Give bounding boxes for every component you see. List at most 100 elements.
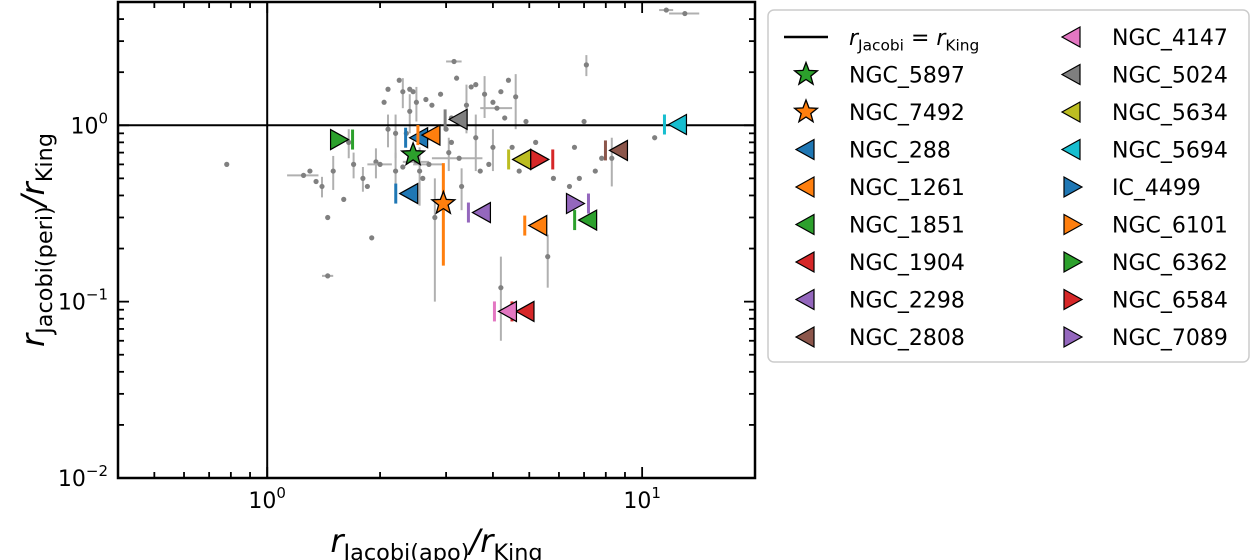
background-point: [545, 254, 551, 260]
background-point: [481, 91, 488, 97]
background-point: [571, 144, 578, 150]
background-point: [313, 178, 319, 185]
highlighted-clusters: [329, 108, 688, 323]
background-point: [490, 144, 496, 150]
background-point: [502, 115, 508, 121]
legend-swatch-NGC_6362: [1063, 250, 1084, 274]
legend-swatch-NGC_5897: [792, 60, 820, 86]
background-point: [566, 183, 573, 190]
legend-swatch-NGC_288: [794, 138, 815, 161]
legend-swatch-NGC_2298: [794, 288, 815, 311]
point-NGC_2808: [608, 139, 629, 162]
legend-label-NGC_5024: NGC_5024: [1112, 64, 1228, 89]
point-NGC_1261: [527, 214, 548, 237]
background-point: [373, 159, 379, 165]
background-point: [300, 172, 307, 178]
legend-swatch-NGC_2808: [794, 325, 815, 349]
axis-labels: rJacobi(apo)/rKing rJacobi(peri)/rKing: [14, 133, 543, 560]
point-NGC_6584: [530, 148, 550, 171]
background-point: [682, 10, 688, 17]
legend-label-NGC_7492: NGC_7492: [849, 101, 965, 126]
point-NGC_2298: [471, 201, 492, 224]
point-NGC_5897: [399, 140, 427, 166]
background-point: [498, 285, 504, 291]
legend-label-NGC_5694: NGC_5694: [1112, 139, 1228, 164]
background-point: [509, 144, 515, 150]
y-tick-label: 10−1: [58, 286, 108, 316]
background-point: [581, 118, 587, 125]
background-point: [341, 196, 347, 202]
legend-label-NGC_1261: NGC_1261: [849, 176, 965, 201]
background-point: [473, 82, 479, 88]
background-point: [437, 91, 444, 97]
background-point: [330, 168, 336, 174]
point-NGC_1261: [420, 124, 441, 147]
point-NGC_7089: [565, 192, 586, 215]
background-point: [420, 175, 426, 181]
background-point: [459, 183, 465, 190]
x-tick-label: 100: [248, 484, 286, 514]
background-point: [364, 183, 370, 190]
background-point: [319, 183, 325, 190]
background-point: [432, 214, 438, 221]
background-point: [599, 155, 605, 161]
background-point: [609, 155, 615, 161]
background-point: [381, 99, 387, 105]
legend-label-reference: rJacobi = rKing: [849, 26, 979, 55]
background-point: [351, 161, 357, 167]
background-point: [410, 89, 416, 95]
background-point: [429, 102, 435, 108]
background-point: [663, 7, 669, 13]
background-point: [396, 77, 402, 83]
background-point: [533, 139, 539, 145]
background-point: [385, 126, 391, 132]
background-point: [453, 75, 460, 81]
x-tick-label: 101: [623, 484, 661, 514]
point-NGC_5024: [447, 108, 468, 131]
legend-label-NGC_5897: NGC_5897: [849, 64, 965, 89]
axis-ticks: 100 101 10−2 10−1 100: [58, 1, 756, 514]
background-point: [426, 161, 432, 167]
background-point: [451, 58, 457, 65]
background-point: [516, 168, 522, 174]
background-point: [468, 84, 474, 90]
legend-label-NGC_6584: NGC_6584: [1112, 289, 1228, 314]
background-point: [477, 168, 483, 174]
background-point: [413, 99, 420, 105]
legend-label-NGC_1904: NGC_1904: [849, 251, 965, 276]
legend-label-NGC_7089: NGC_7089: [1112, 326, 1228, 351]
background-point: [463, 102, 470, 108]
legend-swatch-NGC_7492: [792, 98, 820, 124]
background-point: [652, 135, 658, 141]
background-point: [592, 168, 598, 174]
legend-label-NGC_4147: NGC_4147: [1112, 26, 1228, 51]
reference-lines: [118, 2, 755, 478]
background-point: [224, 161, 230, 167]
background-point: [407, 108, 413, 114]
point-NGC_288: [398, 182, 419, 205]
legend-swatch-NGC_5694: [1060, 138, 1081, 161]
legend-label-NGC_1851: NGC_1851: [849, 214, 965, 239]
y-axis-label-group: rJacobi(peri)/rKing: [14, 133, 58, 347]
background-point: [490, 99, 496, 105]
background-point: [392, 130, 399, 136]
background-point: [505, 77, 512, 83]
legend-swatch-NGC_5634: [1060, 100, 1081, 124]
background-point: [400, 164, 406, 170]
legend-swatch-NGC_1261: [794, 175, 815, 199]
background-point: [523, 118, 529, 125]
legend-label-NGC_5634: NGC_5634: [1112, 101, 1228, 126]
background-point: [423, 96, 429, 103]
background-points: [224, 7, 700, 341]
background-point: [417, 168, 423, 174]
point-NGC_5634: [511, 148, 532, 171]
background-point: [513, 94, 519, 100]
legend-swatch-NGC_6584: [1063, 288, 1084, 311]
point-NGC_1851: [577, 209, 598, 232]
legend-swatch-IC_4499: [1063, 175, 1084, 199]
background-point: [486, 161, 492, 167]
background-point: [325, 214, 331, 221]
background-point: [392, 168, 399, 174]
y-tick-label: 100: [70, 109, 108, 139]
